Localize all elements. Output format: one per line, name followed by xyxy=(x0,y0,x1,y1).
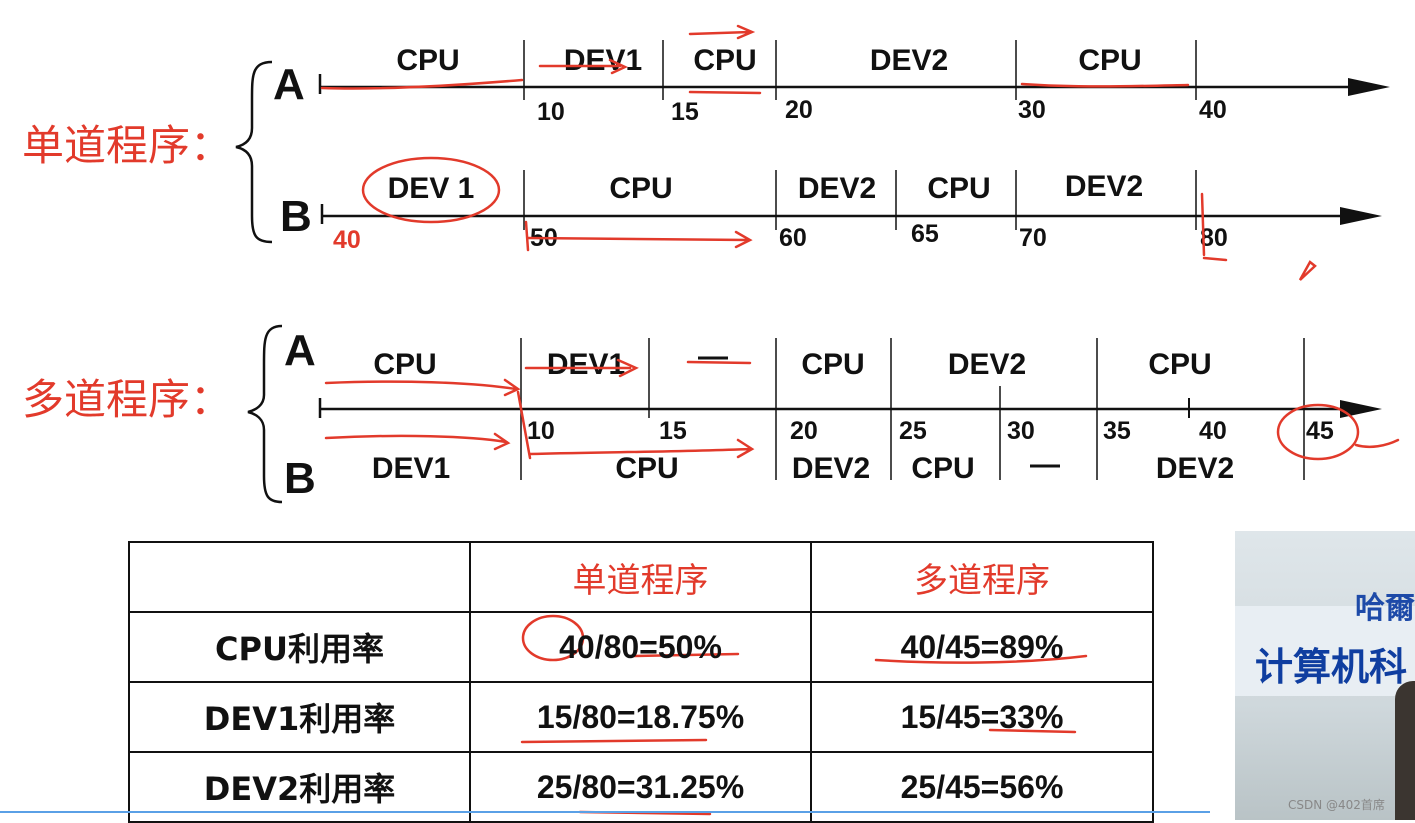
single-lane-a-label: A xyxy=(273,60,305,109)
table-header-empty xyxy=(128,541,471,613)
single-a-seg-3: CPU xyxy=(693,44,757,77)
single-b-tick: 80 xyxy=(1200,224,1228,252)
multi-b-seg-4: CPU xyxy=(911,452,975,485)
multi-program-label: 多道程序： xyxy=(22,375,233,424)
single-b-seg-5: DEV2 xyxy=(1064,170,1144,203)
multi-a-seg-1: CPU xyxy=(373,348,437,381)
multi-a-seg-5: DEV2 xyxy=(947,348,1027,381)
multi-b-seg-3: DEV2 xyxy=(791,452,871,485)
multi-tick: 10 xyxy=(527,417,555,445)
table-row: CPU利用率 40/80=50% 40/45=89% xyxy=(128,611,1154,683)
single-b-tick: 60 xyxy=(779,224,807,252)
multi-a-seg-3: — xyxy=(698,340,728,373)
multi-lane-a-label: A xyxy=(284,326,316,375)
table-row: DEV1利用率 15/80=18.75% 15/45=33% xyxy=(128,681,1154,753)
multi-brace xyxy=(247,324,283,504)
video-banner xyxy=(1235,606,1415,696)
presenter-video: 哈爾 计算机科 xyxy=(1235,531,1415,820)
multi-a-seg-6: CPU xyxy=(1148,348,1212,381)
single-a-tick: 20 xyxy=(785,96,813,124)
multi-b-seg-5: — xyxy=(1030,448,1060,481)
multi-b-seg-2: CPU xyxy=(615,452,679,485)
cell-cpu-multi: 40/45=89% xyxy=(810,611,1154,683)
single-b-seg-4: CPU xyxy=(927,172,991,205)
table-header-row: 单道程序 多道程序 xyxy=(128,541,1154,613)
single-a-tick: 10 xyxy=(537,98,565,126)
single-a-tick: 40 xyxy=(1199,96,1227,124)
table-header-multi: 多道程序 xyxy=(810,541,1154,613)
table-header-single: 单道程序 xyxy=(469,541,812,613)
single-a-seg-2: DEV1 xyxy=(563,44,643,77)
row-label-cpu: CPU利用率 xyxy=(128,611,471,683)
single-a-seg-1: CPU xyxy=(396,44,460,77)
video-text-main: 计算机科 xyxy=(1255,645,1408,689)
cell-dev1-multi: 15/45=33% xyxy=(810,681,1154,753)
presenter-silhouette xyxy=(1395,681,1415,820)
multi-b-seg-6: DEV2 xyxy=(1155,452,1235,485)
single-lane-b-label: B xyxy=(280,192,312,241)
single-program-label: 单道程序： xyxy=(22,121,233,170)
single-b-tick: 50 xyxy=(530,224,558,252)
single-a-tick: 30 xyxy=(1018,96,1046,124)
single-a-seg-4: DEV2 xyxy=(869,44,949,77)
cell-cpu-single: 40/80=50% xyxy=(469,611,812,683)
single-b-tick: 70 xyxy=(1019,224,1047,252)
multi-tick: 25 xyxy=(899,417,927,445)
single-b-seg-2: CPU xyxy=(609,172,673,205)
multi-tick: 45 xyxy=(1306,417,1334,445)
single-b-seg-3: DEV2 xyxy=(797,172,877,205)
watermark: CSDN @402首席 xyxy=(1288,798,1385,812)
multi-arrowhead xyxy=(1340,400,1382,418)
multi-tick: 40 xyxy=(1199,417,1227,445)
utilization-table: 单道程序 多道程序 CPU利用率 40/80=50% 40/45=89% DEV… xyxy=(128,541,1154,823)
cell-dev1-single: 15/80=18.75% xyxy=(469,681,812,753)
multi-a-seg-2: DEV1 xyxy=(546,348,626,381)
row-label-dev1: DEV1利用率 xyxy=(128,681,471,753)
single-b-arrowhead xyxy=(1340,207,1382,225)
single-brace xyxy=(235,60,273,244)
single-a-seg-5: CPU xyxy=(1078,44,1142,77)
single-a-tick: 15 xyxy=(671,98,699,126)
multi-b-seg-1: DEV1 xyxy=(371,452,451,485)
single-b-start-tick: 40 xyxy=(333,226,361,254)
multi-tick: 20 xyxy=(790,417,818,445)
multi-lane-b-label: B xyxy=(284,454,316,503)
multi-tick: 30 xyxy=(1007,417,1035,445)
single-b-seg-1: DEV 1 xyxy=(387,172,475,205)
single-a-arrowhead xyxy=(1348,78,1390,96)
multi-tick: 35 xyxy=(1103,417,1131,445)
multi-tick: 15 xyxy=(659,417,687,445)
video-text-top: 哈爾 xyxy=(1355,591,1415,626)
single-b-tick: 65 xyxy=(911,220,939,248)
multi-a-seg-4: CPU xyxy=(801,348,865,381)
progress-bar[interactable] xyxy=(0,811,1210,813)
